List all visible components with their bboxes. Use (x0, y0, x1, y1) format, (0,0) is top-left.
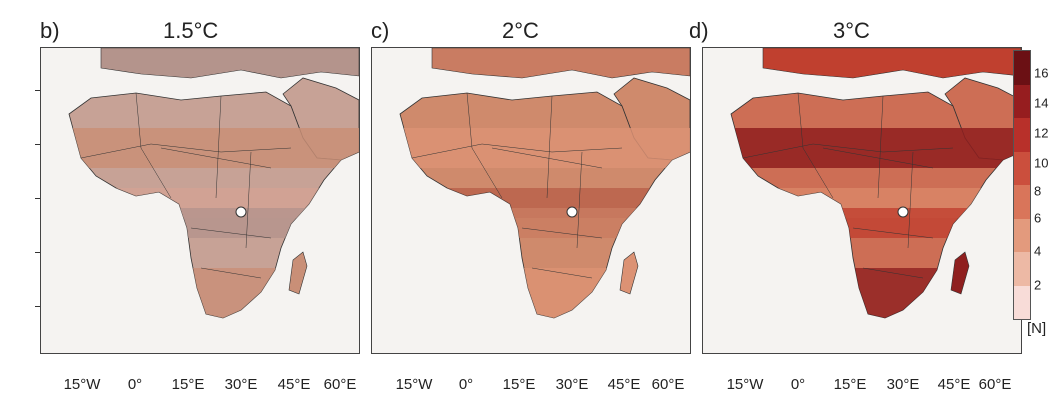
climate-band (69, 268, 359, 318)
climate-band (400, 268, 690, 318)
x-tick-label: 0° (127, 376, 143, 393)
europe-landmass (100, 48, 359, 79)
x-tick-label: 45°E (937, 376, 971, 393)
colorbar-tick-label: 16 (1034, 65, 1049, 81)
colorbar-tick-label: 8 (1034, 183, 1042, 199)
colorbar-segment (1014, 252, 1030, 286)
country-border (491, 147, 603, 169)
africa-map (702, 47, 1022, 354)
colorbar-segment (1014, 84, 1030, 118)
x-tick-label: 15°E (833, 376, 867, 393)
country-border (135, 92, 172, 199)
panel-title: 2°C (502, 18, 539, 43)
country-border (531, 267, 593, 279)
country-border (200, 267, 262, 279)
africa-map (371, 47, 691, 354)
colorbar-tick-label: 2 (1034, 277, 1042, 293)
x-tick-label: 60°E (978, 376, 1012, 393)
madagascar-island (288, 251, 308, 295)
climate-band (400, 128, 690, 168)
colorbar-segment (1014, 218, 1030, 252)
x-tick-label: 30°E (555, 376, 589, 393)
x-tick-label: 0° (458, 376, 474, 393)
panel-letter: b) (40, 18, 60, 43)
x-tick-label: 15°E (171, 376, 205, 393)
climate-band (400, 208, 690, 238)
country-border (411, 143, 623, 159)
country-border (852, 227, 934, 239)
climate-band (69, 128, 359, 168)
europe-landmass (431, 48, 690, 79)
country-border (576, 151, 583, 249)
colorbar-tick-label: 12 (1034, 125, 1049, 141)
x-tick-label: 30°E (224, 376, 258, 393)
x-tick-label: 15°W (63, 376, 101, 393)
colorbar (1013, 50, 1031, 320)
country-border (521, 227, 603, 239)
country-border (742, 143, 954, 159)
europe-landmass (762, 48, 1021, 79)
x-tick-label: 45°E (277, 376, 311, 393)
x-tick-label: 15°W (726, 376, 764, 393)
climate-band (69, 208, 359, 238)
panel-letter: d) (689, 18, 709, 43)
africa-map (35, 47, 360, 354)
lake-victoria (897, 206, 909, 218)
country-border (160, 147, 272, 169)
colorbar-unit: [N] (1027, 320, 1047, 337)
x-tick-label: 0° (790, 376, 806, 393)
climate-band (731, 128, 1021, 168)
colorbar-segment (1014, 285, 1030, 319)
x-tick-label: 15°E (502, 376, 536, 393)
climate-band (731, 208, 1021, 238)
country-border (215, 95, 222, 199)
y-tick-mark (35, 252, 40, 253)
y-tick-mark (35, 144, 40, 145)
country-border (862, 267, 924, 279)
panel-letter: c) (371, 18, 390, 43)
map-panel-1-5c: b) 1.5°C 15°W 0° 15°E 30°E 45°E 60°E (0, 0, 360, 420)
lake-victoria (235, 206, 247, 218)
country-border (797, 92, 834, 199)
x-tick-label: 45°E (607, 376, 641, 393)
madagascar-island (950, 251, 970, 295)
country-border (907, 151, 914, 249)
panel-title: 1.5°C (163, 18, 219, 43)
colorbar-segment (1014, 51, 1030, 85)
climate-band (731, 268, 1021, 318)
y-tick-mark (35, 306, 40, 307)
colorbar-tick-label: 6 (1034, 210, 1042, 226)
y-tick-mark (35, 198, 40, 199)
country-border (466, 92, 503, 199)
lake-victoria (566, 206, 578, 218)
colorbar-segment (1014, 118, 1030, 152)
country-border (245, 151, 252, 249)
madagascar-island (619, 251, 639, 295)
colorbar-tick-label: 4 (1034, 243, 1042, 259)
x-tick-label: 30°E (886, 376, 920, 393)
colorbar-tick-label: 14 (1034, 95, 1049, 111)
x-tick-label: 60°E (651, 376, 685, 393)
colorbar-segment (1014, 151, 1030, 185)
colorbar-tick-label: 10 (1034, 155, 1049, 171)
colorbar-segment (1014, 185, 1030, 219)
map-panel-3c: d) 3°C 15°W 0° 15°E 30°E 45°E 60°E (662, 0, 1022, 420)
country-border (822, 147, 934, 169)
country-border (546, 95, 553, 199)
y-tick-mark (35, 90, 40, 91)
map-panel-2c: c) 2°C 15°W 0° 15°E 30°E 45°E 60°E (330, 0, 691, 420)
x-tick-label: 60°E (323, 376, 357, 393)
x-tick-label: 15°W (395, 376, 433, 393)
panel-title: 3°C (833, 18, 870, 43)
country-border (877, 95, 884, 199)
country-border (190, 227, 272, 239)
country-border (80, 143, 292, 159)
